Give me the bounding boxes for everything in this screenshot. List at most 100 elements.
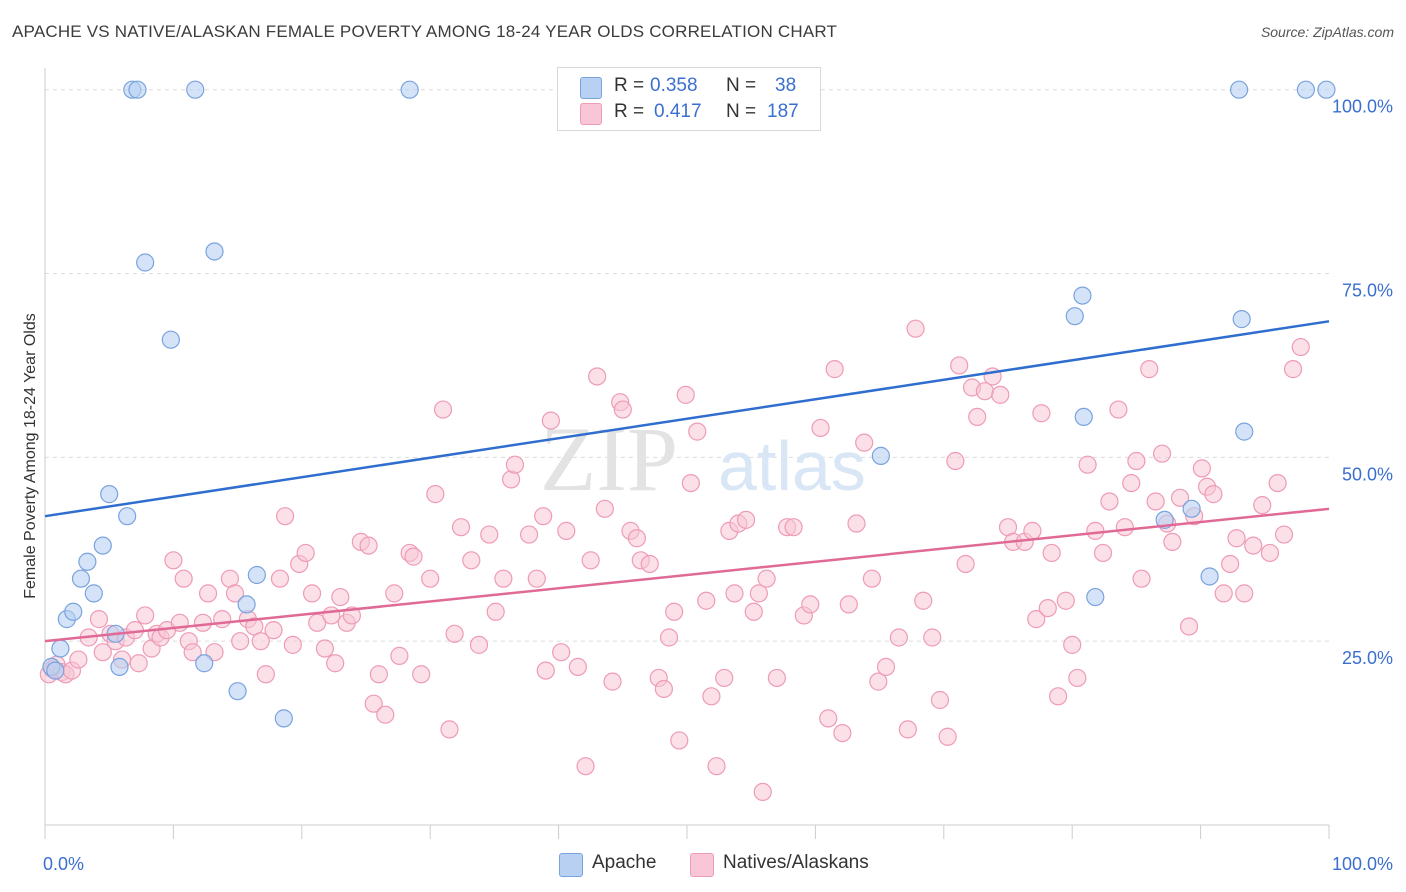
native-point <box>1093 543 1113 563</box>
native-point <box>276 507 295 526</box>
tick-labels: 25.0% 50.0% 75.0% 100.0% 0.0% 100.0% <box>43 97 1393 874</box>
native-point <box>1170 488 1190 507</box>
native-swatch <box>580 103 602 125</box>
native-point <box>390 646 409 665</box>
apache-point <box>1317 80 1336 99</box>
native-point <box>302 584 322 603</box>
native-point <box>1274 525 1294 544</box>
native-point <box>968 407 987 427</box>
native-point <box>369 665 388 684</box>
native-point <box>1260 543 1280 563</box>
native-point <box>469 635 489 654</box>
native-point <box>681 473 700 493</box>
native-point <box>1244 536 1263 555</box>
grid-lines <box>45 89 1329 642</box>
native-point <box>1132 569 1151 588</box>
native-point <box>359 536 378 555</box>
native-point <box>736 510 756 529</box>
apache-point <box>128 80 147 99</box>
native-point <box>69 650 88 669</box>
native-point <box>198 584 218 603</box>
native-point <box>331 587 350 607</box>
apache-point <box>84 584 103 603</box>
native-point <box>1038 598 1057 618</box>
native-point <box>270 569 290 588</box>
native-point <box>1078 455 1097 474</box>
apache-point <box>100 485 119 504</box>
y-tick-label: 50.0% <box>1342 464 1393 484</box>
native-point <box>376 705 395 724</box>
native-point <box>486 602 505 621</box>
apache-point <box>1065 307 1084 326</box>
native-point <box>326 654 345 673</box>
native-point <box>956 554 975 574</box>
apache-trend-line <box>44 320 1330 518</box>
native-point <box>283 635 302 654</box>
native-point <box>231 632 250 651</box>
native-point <box>445 624 464 643</box>
native-point <box>1115 518 1134 537</box>
native-point <box>193 613 213 632</box>
native-point <box>950 356 969 375</box>
native-point <box>1048 687 1068 706</box>
native-point <box>862 569 881 588</box>
native-point <box>1291 337 1310 357</box>
native-point <box>833 723 852 743</box>
apache-point <box>78 552 97 571</box>
apache-legend-swatch <box>559 853 583 877</box>
native-point <box>462 551 481 570</box>
native-point <box>702 687 721 706</box>
native-point <box>225 584 245 603</box>
native-point <box>536 661 555 680</box>
native-point <box>1063 635 1082 654</box>
apache-point <box>51 639 70 658</box>
native-point <box>811 418 830 438</box>
native-point <box>505 455 525 474</box>
native-r-label: R = <box>614 101 645 122</box>
native-point <box>707 757 726 776</box>
apache-point <box>71 569 91 588</box>
native-r-value: 0.417 <box>654 101 702 122</box>
native-point <box>264 621 283 640</box>
native-point <box>938 727 957 746</box>
native-point <box>1214 584 1233 603</box>
native-trend-line <box>44 507 1330 643</box>
native-point <box>541 411 560 430</box>
native-point <box>1100 492 1119 511</box>
watermark-zip: ZIP <box>540 408 678 510</box>
native-point <box>688 422 707 441</box>
native-point <box>767 668 786 688</box>
y-tick-label: 75.0% <box>1342 281 1393 301</box>
native-point <box>847 514 866 533</box>
native-point <box>385 584 404 603</box>
native-point <box>914 591 933 610</box>
native-point <box>519 525 539 544</box>
apache-r-value: 0.358 <box>650 75 698 96</box>
native-point <box>1068 668 1087 688</box>
native-point <box>697 591 716 610</box>
native-point <box>1122 473 1141 493</box>
stats-legend: R = 0.358 N = 38 R = 0.417 N = 187 <box>557 67 821 131</box>
native-point <box>421 569 440 588</box>
apache-point <box>93 536 112 555</box>
apache-point <box>400 80 419 99</box>
source-credit: Source: ZipAtlas.com <box>1260 24 1394 40</box>
native-point <box>784 518 803 537</box>
native-point <box>923 628 942 647</box>
native-point <box>213 610 232 629</box>
native-point <box>451 518 471 537</box>
native-point <box>839 595 858 614</box>
apache-n-value: 38 <box>775 75 797 96</box>
native-legend-label: Natives/Alaskans <box>723 852 869 873</box>
native-point <box>581 551 600 570</box>
native-point <box>93 643 112 662</box>
apache-point <box>871 446 890 465</box>
apache-point <box>1232 310 1251 329</box>
apache-point <box>1230 80 1249 99</box>
native-point <box>613 400 632 419</box>
native-point <box>757 569 776 588</box>
apache-point <box>195 654 214 673</box>
native-point <box>534 507 553 526</box>
native-point <box>136 606 155 625</box>
native-point <box>322 606 341 625</box>
